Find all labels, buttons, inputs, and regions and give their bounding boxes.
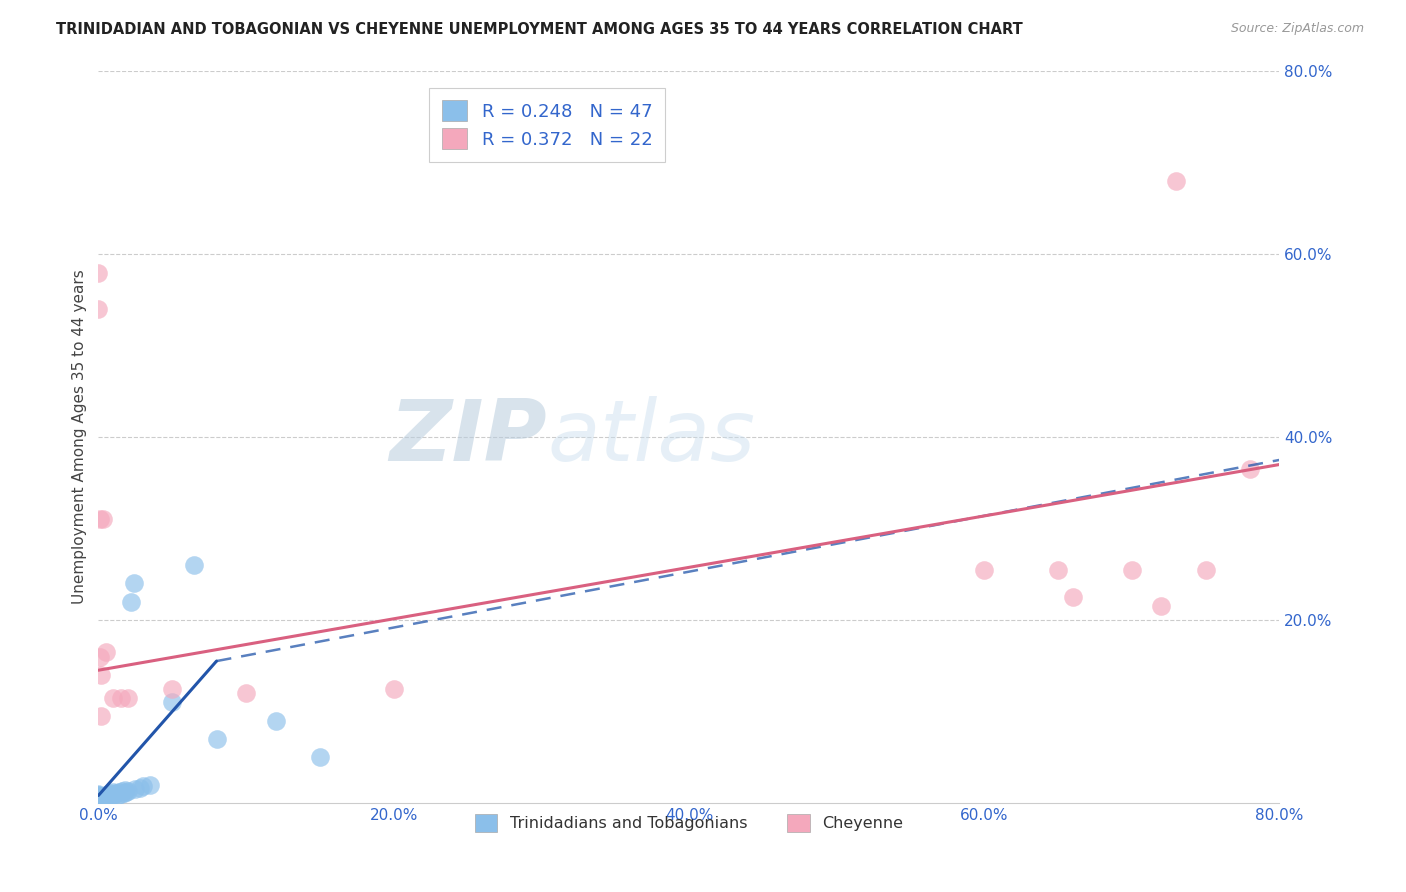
Text: TRINIDADIAN AND TOBAGONIAN VS CHEYENNE UNEMPLOYMENT AMONG AGES 35 TO 44 YEARS CO: TRINIDADIAN AND TOBAGONIAN VS CHEYENNE U… [56,22,1024,37]
Point [264,714,287,728]
Point [91,793,114,807]
Point [87,301,110,317]
Point [111,784,134,798]
Point [104,787,127,801]
Point [103,785,125,799]
Point [98,786,121,800]
Point [110,787,132,801]
Point [87,789,110,803]
Point [108,785,131,799]
Point [114,783,136,797]
Point [87,787,110,801]
Point [89,649,111,664]
Point [94,645,117,659]
Point [382,681,405,696]
Point [97,787,120,801]
Point [89,512,111,526]
Point [235,686,257,700]
Point [87,791,110,805]
Point [122,576,145,591]
Point [90,709,112,723]
Point [112,786,135,800]
Point [1166,174,1188,188]
Point [87,266,110,280]
Point [132,780,155,794]
Point [107,788,129,802]
Point [96,788,118,802]
Point [91,791,114,805]
Point [124,782,146,797]
Point [973,563,995,577]
Point [91,512,114,526]
Text: atlas: atlas [547,395,755,479]
Point [93,790,115,805]
Point [103,690,125,705]
Point [110,690,132,705]
Point [139,778,162,792]
Point [162,681,183,696]
Point [87,794,110,808]
Point [117,784,139,798]
Point [87,792,110,806]
Text: Source: ZipAtlas.com: Source: ZipAtlas.com [1230,22,1364,36]
Point [103,789,125,803]
Point [87,788,110,802]
Point [1046,563,1070,577]
Point [205,731,228,746]
Point [105,786,128,800]
Point [100,788,122,802]
Point [162,695,183,709]
Point [1150,599,1173,614]
Point [96,790,118,805]
Point [87,793,110,807]
Point [90,667,112,681]
Point [87,790,110,805]
Point [98,789,121,803]
Point [87,796,110,810]
Point [1239,462,1261,476]
Point [91,789,114,804]
Y-axis label: Unemployment Among Ages 35 to 44 years: Unemployment Among Ages 35 to 44 years [72,269,87,605]
Point [1121,563,1143,577]
Point [94,789,117,803]
Point [87,789,110,804]
Point [128,781,150,796]
Point [93,792,115,806]
Text: ZIP: ZIP [389,395,547,479]
Point [1062,590,1084,604]
Point [183,558,205,573]
Point [97,789,120,804]
Point [115,785,138,799]
Point [94,791,117,805]
Legend: Trinidadians and Tobagonians, Cheyenne: Trinidadians and Tobagonians, Cheyenne [468,807,910,838]
Point [117,690,139,705]
Point [309,750,332,764]
Point [1195,563,1218,577]
Point [120,594,142,608]
